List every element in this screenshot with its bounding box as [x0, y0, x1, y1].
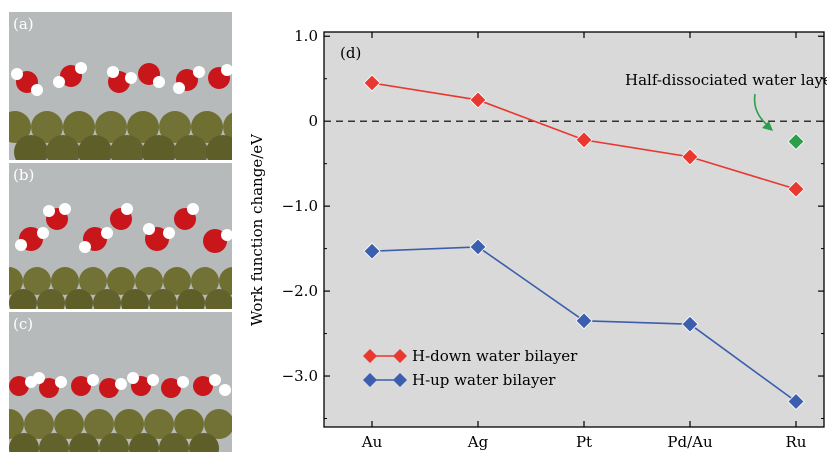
- legend-marker: [363, 373, 377, 387]
- panel-b-image: [9, 163, 232, 309]
- annotation-text: Half-dissociated water layer: [625, 71, 827, 89]
- substrate-atoms: [9, 111, 232, 160]
- substrate-atoms: [9, 409, 232, 452]
- plot-frame: [323, 31, 825, 428]
- water-molecules: [15, 203, 232, 253]
- data-point: [575, 131, 593, 149]
- panel-a-image: [9, 12, 232, 160]
- legend-marker: [393, 349, 407, 363]
- legend-label: H-down water bilayer: [412, 347, 578, 365]
- y-tick-label: −3.0: [282, 367, 318, 385]
- data-point: [469, 238, 487, 256]
- data-point: [681, 148, 699, 166]
- y-tick-label: −2.0: [282, 282, 318, 300]
- legend: H-down water bilayer H-up water bilayer: [363, 347, 578, 389]
- data-point: [787, 392, 805, 411]
- panel-b: (b): [9, 163, 232, 309]
- panel-d-label: (d): [340, 44, 361, 62]
- data-point: [363, 242, 381, 260]
- water-molecules: [11, 62, 232, 96]
- x-tick-label: Pd/Au: [667, 433, 713, 451]
- work-function-chart: 1.0 0 −1.0 −2.0 −3.0 Au Ag Pt Pd/Au Ru (d) Work …: [248, 27, 827, 451]
- x-tick-label: Au: [361, 433, 383, 451]
- data-point: [575, 312, 593, 330]
- panel-c-label: (c): [13, 315, 34, 333]
- x-tick-label: Ag: [467, 433, 489, 451]
- annotation-arrowhead: [762, 121, 773, 131]
- data-point: [787, 180, 805, 198]
- substrate-atoms: [9, 267, 232, 309]
- half-dissociated-point: [787, 133, 805, 151]
- water-molecules: [9, 372, 231, 398]
- y-tick-label: 0: [308, 112, 318, 130]
- panel-c: (c): [9, 312, 232, 452]
- series-group: [363, 74, 805, 411]
- y-axis-label: Work function change/eV: [248, 133, 266, 326]
- y-axis: 1.0 0 −1.0 −2.0 −3.0: [282, 27, 824, 420]
- legend-label: H-up water bilayer: [412, 371, 556, 389]
- panel-b-label: (b): [13, 166, 35, 184]
- legend-marker: [363, 349, 377, 363]
- x-axis: Au Ag Pt Pd/Au Ru: [361, 32, 807, 451]
- data-point: [363, 74, 381, 92]
- data-point: [469, 91, 487, 109]
- panel-c-image: [9, 312, 232, 452]
- y-tick-label: 1.0: [294, 27, 318, 45]
- panel-a-label: (a): [13, 15, 34, 33]
- x-tick-label: Ru: [786, 433, 807, 451]
- data-point: [681, 315, 699, 333]
- panel-a: (a): [9, 12, 232, 160]
- legend-marker: [393, 373, 407, 387]
- y-tick-label: −1.0: [282, 197, 318, 215]
- x-tick-label: Pt: [576, 433, 592, 451]
